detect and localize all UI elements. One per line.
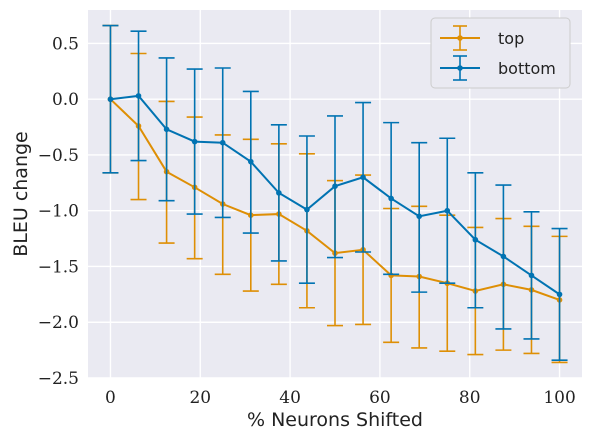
data-point: [360, 174, 366, 181]
data-point: [247, 158, 254, 165]
x-tick-label: 20: [189, 388, 211, 408]
data-point: [500, 253, 507, 260]
data-point: [135, 93, 142, 99]
y-tick-label: −2.5: [38, 369, 79, 389]
data-point: [472, 236, 479, 243]
legend-label-top: top: [498, 29, 524, 48]
x-axis-ticks: 0 20 40 60 80 100: [105, 388, 576, 408]
x-tick-label: 80: [459, 388, 481, 408]
y-axis-label: BLEU change: [10, 131, 32, 257]
y-tick-label: −1.0: [38, 202, 79, 222]
legend-label-bottom: bottom: [498, 59, 556, 78]
y-tick-label: 0.0: [52, 90, 79, 110]
data-point: [107, 96, 114, 103]
series-layer: [102, 24, 568, 364]
legend-box: [430, 17, 571, 89]
legend-marker: [457, 65, 463, 71]
data-point: [444, 207, 451, 214]
legend: top bottom: [430, 17, 571, 89]
data-point: [332, 183, 338, 189]
legend-marker: [457, 35, 463, 41]
data-point: [163, 126, 170, 133]
x-tick-label: 40: [279, 388, 301, 408]
data-point: [219, 139, 226, 146]
y-tick-label: 0.5: [52, 34, 79, 54]
y-tick-label: −0.5: [38, 146, 79, 166]
x-axis-label: % Neurons Shifted: [247, 409, 423, 431]
x-tick-label: 0: [105, 388, 116, 408]
data-point: [388, 195, 394, 202]
data-point: [528, 272, 535, 279]
y-tick-label: −2.0: [38, 313, 79, 333]
data-point: [276, 190, 282, 196]
y-tick-label: −1.5: [38, 257, 79, 277]
data-point: [416, 213, 423, 220]
data-point: [556, 291, 563, 298]
series-bottom: [102, 24, 568, 361]
x-tick-label: 100: [543, 388, 575, 408]
x-tick-label: 60: [369, 388, 391, 408]
data-point: [191, 138, 198, 145]
y-axis-ticks: 0.5 0.0 −0.5 −1.0 −1.5 −2.0 −2.5: [38, 34, 79, 389]
data-point: [304, 206, 310, 213]
